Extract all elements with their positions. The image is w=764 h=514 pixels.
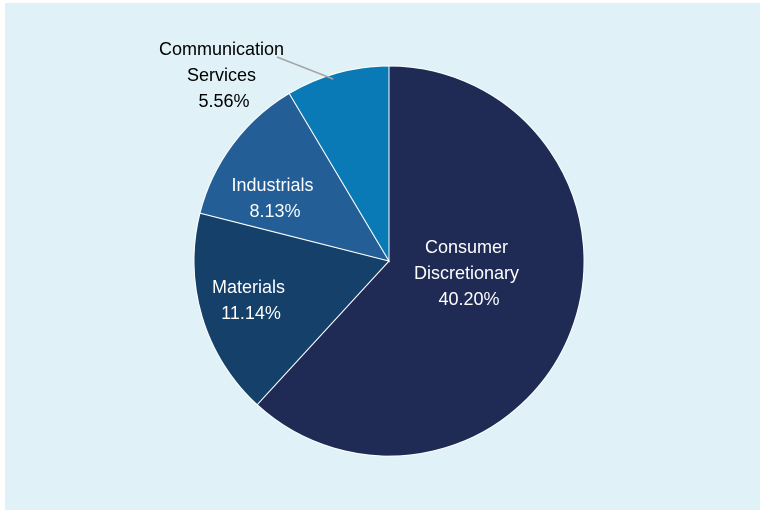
pie-slice-materials [193,212,390,406]
slice-label-materials: Materials 11.14% [212,277,290,323]
slice-label-consumer-discretionary: Consumer Discretionary 40.20% [414,237,524,309]
slice-label-communication-services: Communication Services 5.56% [159,39,289,111]
pie-slice-communication-services [288,65,390,263]
leader-line-communication-services [276,56,334,80]
chart-frame: Consumer Discretionary 40.20% Materials … [5,3,760,510]
pie-slice-industrials [199,92,391,262]
pie-chart: Consumer Discretionary 40.20% Materials … [159,39,585,457]
pie-slice-consumer-discretionary [256,65,585,457]
slice-label-industrials: Industrials 8.13% [231,175,318,221]
